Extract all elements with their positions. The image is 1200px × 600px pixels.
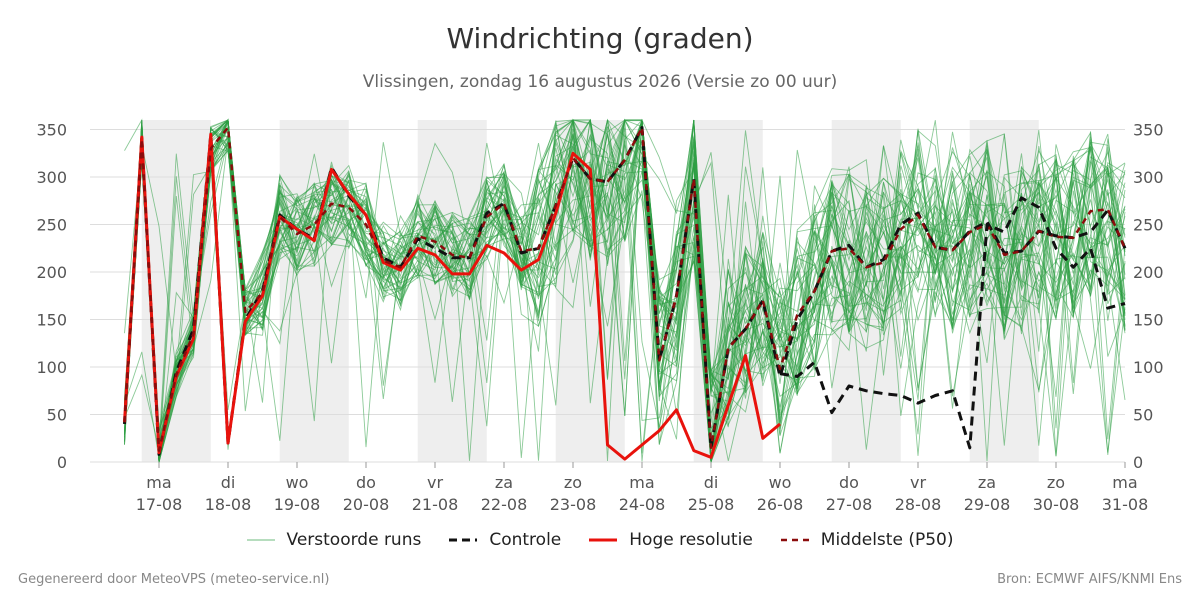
ensemble-member-line — [124, 119, 1126, 463]
x-tick-day: ma — [1112, 473, 1137, 492]
x-tick-date: 28-08 — [895, 495, 942, 514]
legend-swatch-highres — [589, 538, 618, 542]
x-tick-day: do — [839, 473, 859, 492]
x-tick-day: wo — [286, 473, 309, 492]
ensemble-member-line — [124, 118, 1126, 456]
chart-legend: Verstoorde runs Controle Hoge resolutie … — [0, 530, 1200, 550]
legend-swatch-control — [449, 538, 478, 542]
footer-source: Bron: ECMWF AIFS/KNMI Ens — [997, 572, 1182, 587]
x-tick-date: 25-08 — [688, 495, 735, 514]
x-tick-date: 27-08 — [826, 495, 873, 514]
x-tick-day: ma — [146, 473, 171, 492]
y-tick-label-left: 50 — [47, 406, 67, 425]
y-tick-label-right: 0 — [1133, 453, 1143, 472]
y-tick-label-left: 100 — [36, 358, 67, 377]
legend-label-control: Controle — [489, 530, 562, 550]
legend-item-median: Middelste (P50) — [780, 530, 954, 550]
legend-label-members: Verstoorde runs — [286, 530, 422, 550]
weekend-band — [141, 120, 211, 462]
y-tick-label-left: 300 — [36, 168, 67, 187]
x-tick-day: do — [356, 473, 376, 492]
chart-title: Windrichting (graden) — [446, 22, 754, 55]
ensemble-member-line — [124, 119, 1126, 447]
y-tick-label-left: 150 — [36, 311, 67, 330]
legend-item-highres: Hoge resolutie — [589, 530, 753, 550]
x-tick-date: 29-08 — [964, 495, 1011, 514]
y-tick-label-right: 300 — [1133, 168, 1164, 187]
ensemble-member-line — [124, 119, 1126, 463]
x-tick-date: 23-08 — [550, 495, 597, 514]
x-tick-date: 18-08 — [205, 495, 252, 514]
x-tick-day: zo — [564, 473, 582, 492]
x-tick-day: zo — [1047, 473, 1065, 492]
weekend-band — [279, 120, 349, 462]
ensemble-member-line — [124, 118, 1126, 458]
legend-item-control: Controle — [449, 530, 561, 550]
legend-label-median: Middelste (P50) — [820, 530, 954, 550]
y-tick-label-right: 100 — [1133, 358, 1164, 377]
series-line-controle-vervolg- — [779, 196, 1126, 450]
legend-label-highres: Hoge resolutie — [629, 530, 753, 550]
y-tick-label-left: 250 — [36, 216, 67, 235]
y-tick-label-left: 0 — [57, 453, 67, 472]
y-tick-label-right: 50 — [1133, 406, 1153, 425]
y-tick-label-right: 350 — [1133, 121, 1164, 140]
series-line-middelste-p50- — [123, 126, 1127, 452]
series-line-hoge-resolutie — [123, 132, 781, 461]
x-tick-day: vr — [427, 473, 443, 492]
y-tick-label-left: 350 — [36, 121, 67, 140]
x-tick-day: di — [704, 473, 719, 492]
legend-swatch-members — [246, 539, 275, 541]
ensemble-member-line — [124, 119, 1126, 459]
ensemble-member-line — [124, 119, 1126, 463]
footer-generator: Gegenereerd door MeteoVPS (meteo-service… — [18, 572, 330, 587]
legend-swatch-median — [780, 538, 809, 542]
ensemble-member-line — [124, 132, 1126, 461]
y-tick-label-right: 200 — [1133, 263, 1164, 282]
x-tick-day: vr — [910, 473, 926, 492]
legend-item-members: Verstoorde runs — [246, 530, 422, 550]
x-tick-date: 31-08 — [1102, 495, 1149, 514]
x-tick-date: 20-08 — [343, 495, 390, 514]
x-tick-day: za — [495, 473, 513, 492]
x-tick-date: 21-08 — [412, 495, 459, 514]
x-tick-date: 26-08 — [757, 495, 804, 514]
y-tick-label-right: 250 — [1133, 216, 1164, 235]
x-tick-day: ma — [629, 473, 654, 492]
chart-subtitle: Vlissingen, zondag 16 augustus 2026 (Ver… — [362, 72, 838, 92]
x-tick-day: za — [978, 473, 996, 492]
x-tick-date: 24-08 — [619, 495, 666, 514]
y-tick-label-right: 150 — [1133, 311, 1164, 330]
x-tick-date: 30-08 — [1033, 495, 1080, 514]
x-tick-date: 19-08 — [274, 495, 321, 514]
x-tick-day: wo — [769, 473, 792, 492]
x-tick-date: 22-08 — [481, 495, 528, 514]
x-tick-date: 17-08 — [136, 495, 183, 514]
ensemble-member-line — [124, 119, 1126, 462]
y-tick-label-left: 200 — [36, 263, 67, 282]
x-tick-day: di — [221, 473, 236, 492]
